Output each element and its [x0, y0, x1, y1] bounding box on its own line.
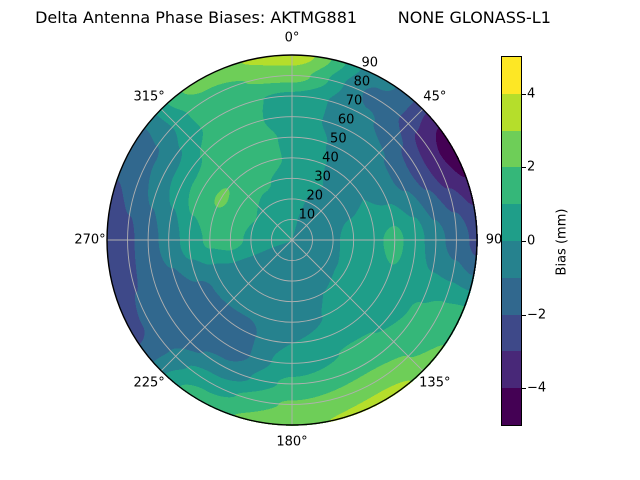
colorbar-segment	[502, 93, 521, 131]
colorbar-segment	[502, 130, 521, 168]
colorbar-segment	[502, 167, 521, 205]
colorbar-tick	[522, 94, 526, 95]
colorbar-tick-label: 4	[527, 86, 536, 102]
figure-title: Delta Antenna Phase Biases: AKTMG881 NON…	[35, 8, 551, 27]
theta-tick-label: 0°	[284, 30, 300, 46]
colorbar-tick-label: −4	[527, 380, 547, 396]
colorbar-tick-label: 0	[527, 233, 536, 249]
colorbar-segment	[502, 240, 521, 278]
radial-tick-label: 60	[337, 112, 355, 128]
colorbar-segment	[502, 57, 521, 94]
colorbar-tick	[522, 315, 526, 316]
radial-tick-label: 30	[314, 169, 331, 185]
colorbar	[501, 56, 522, 426]
theta-tick-label: 225°	[133, 375, 165, 391]
colorbar-segment	[502, 314, 521, 352]
radial-tick-label: 20	[306, 188, 323, 204]
colorbar-tick	[522, 241, 526, 242]
theta-tick-label: 135°	[419, 375, 451, 391]
colorbar-segment	[502, 204, 521, 241]
colorbar-segment	[502, 388, 521, 425]
theta-tick-label: 315°	[133, 89, 165, 105]
colorbar-axis-label: Bias (mm)	[554, 208, 570, 276]
theta-tick-label: 180°	[276, 434, 308, 450]
colorbar-segment	[502, 351, 521, 389]
radial-tick-label: 10	[298, 207, 316, 223]
colorbar-tick	[522, 388, 526, 389]
radial-tick-label: 70	[345, 93, 363, 109]
colorbar-segment	[502, 277, 521, 315]
theta-tick-label: 270°	[74, 232, 106, 248]
theta-tick-label: 45°	[423, 89, 447, 105]
colorbar-tick-label: 2	[527, 159, 536, 175]
theta-tick-label: 90	[485, 232, 503, 248]
radial-tick-label: 90	[361, 55, 379, 71]
radial-tick-label: 40	[322, 150, 339, 166]
colorbar-tick-label: −2	[527, 307, 547, 323]
colorbar-tick	[522, 167, 526, 168]
radial-tick-label: 50	[330, 131, 347, 147]
radial-tick-label: 80	[353, 74, 371, 90]
